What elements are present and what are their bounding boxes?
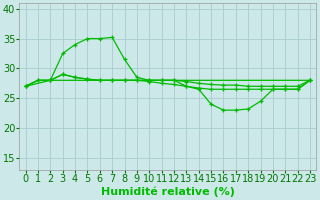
X-axis label: Humidité relative (%): Humidité relative (%) [101,187,235,197]
